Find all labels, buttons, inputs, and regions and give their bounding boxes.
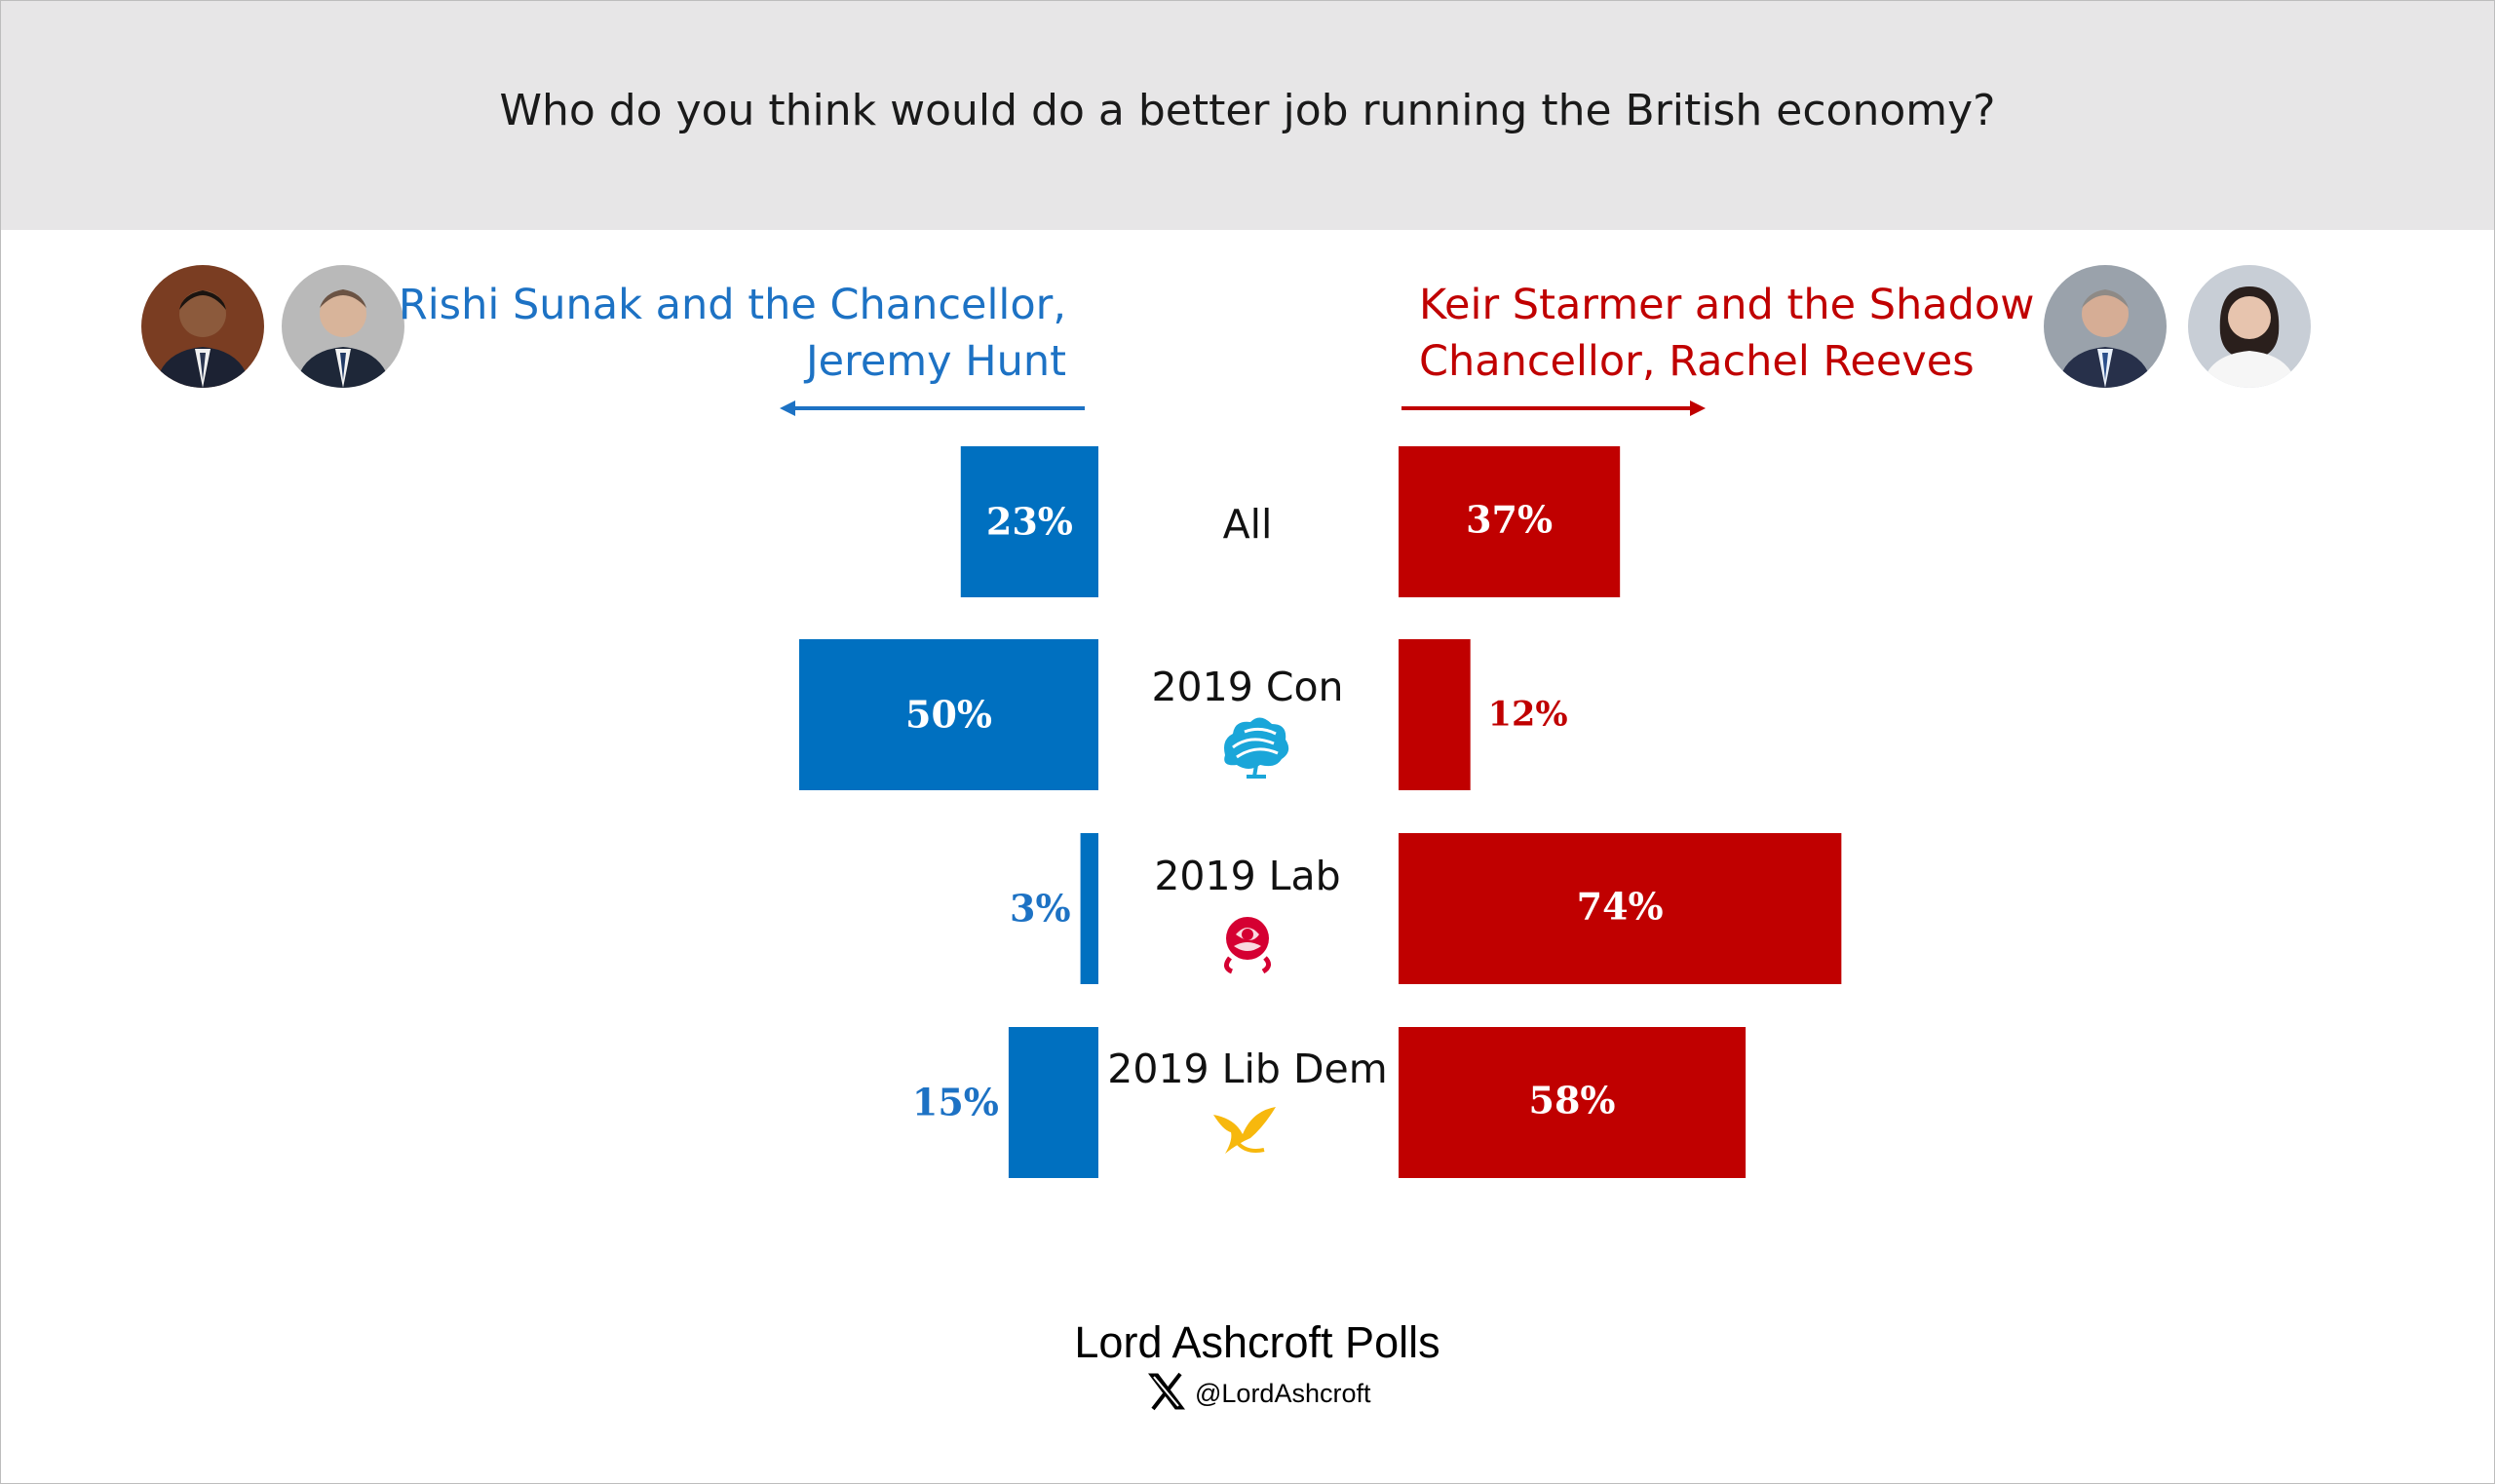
- right-arrow: [1401, 400, 1706, 416]
- value-label-right-0: 37%: [1466, 498, 1553, 542]
- avatar-rachel-reeves: [2188, 265, 2311, 388]
- value-label-right-1: 12%: [1488, 695, 1568, 735]
- avatar-rishi-sunak: [141, 265, 264, 388]
- bar-left-3: [1008, 1027, 1098, 1178]
- category-label-2: 2019 Lab: [1154, 853, 1340, 899]
- bar-right-3: [1399, 1027, 1746, 1178]
- avatar-keir-starmer: [2044, 265, 2167, 388]
- bar-right-0: [1399, 446, 1621, 597]
- category-label-3: 2019 Lib Dem: [1107, 1046, 1387, 1092]
- category-label-1: 2019 Con: [1151, 664, 1343, 710]
- question-title: Who do you think would do a better job r…: [499, 86, 1996, 135]
- conservative-tree-icon: [1224, 717, 1289, 779]
- avatar-jeremy-hunt: [282, 265, 404, 388]
- value-label-right-2: 74%: [1577, 885, 1664, 929]
- bar-left-2: [1080, 833, 1098, 984]
- value-label-left-1: 50%: [905, 693, 992, 737]
- footer-handle: @LordAshcroft: [1195, 1378, 1371, 1408]
- left-series-label: Rishi Sunak and the Chancellor, Jeremy H…: [365, 277, 1066, 390]
- libdem-bird-icon: [1213, 1107, 1276, 1154]
- left-label-line1: Rishi Sunak and the Chancellor,: [398, 281, 1066, 329]
- right-label-line2: Chancellor, Rachel Reeves: [1419, 337, 1975, 386]
- left-label-line2: Jeremy Hunt: [805, 337, 1066, 386]
- footer-title: Lord Ashcroft Polls: [1074, 1317, 1440, 1367]
- category-label-0: All: [1223, 501, 1273, 548]
- right-series-label: Keir Starmer and the Shadow Chancellor, …: [1419, 277, 2043, 390]
- bar-right-2: [1399, 833, 1842, 984]
- right-label-line1: Keir Starmer and the Shadow: [1419, 281, 2035, 329]
- bar-right-1: [1399, 639, 1471, 790]
- value-label-right-3: 58%: [1529, 1079, 1616, 1123]
- value-label-left-0: 23%: [986, 500, 1073, 544]
- x-logo-icon: [1146, 1372, 1187, 1415]
- value-label-left-2: 3%: [1010, 887, 1071, 931]
- bar-left-1: [799, 639, 1098, 790]
- bar-left-0: [960, 446, 1098, 597]
- labour-rose-icon: [1224, 917, 1271, 974]
- header-band: Who do you think would do a better job r…: [0, 0, 2495, 230]
- footer-handle-row: @LordAshcroft: [1146, 1372, 1370, 1415]
- value-label-left-3: 15%: [912, 1081, 999, 1124]
- left-arrow: [780, 400, 1085, 416]
